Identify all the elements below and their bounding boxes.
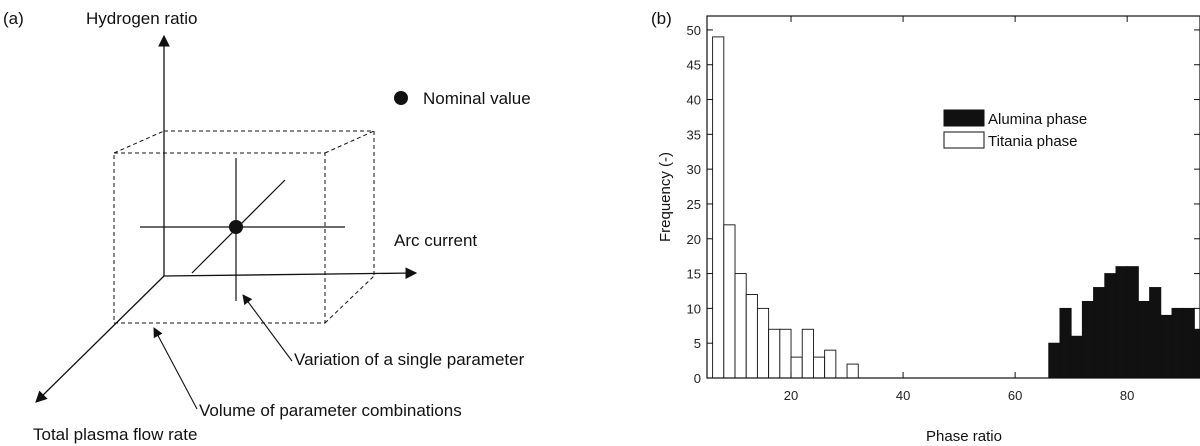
histogram-bar-alumina bbox=[1104, 273, 1117, 379]
histogram-bar-alumina bbox=[1149, 287, 1162, 379]
y-tick-label: 50 bbox=[687, 23, 701, 38]
histogram-bar-titania bbox=[734, 273, 747, 379]
arc-current-axis bbox=[163, 267, 418, 279]
legend-label-titania: Titania phase bbox=[988, 133, 1078, 150]
x-tick-label: 20 bbox=[784, 388, 798, 403]
histogram-bar-titania bbox=[745, 294, 758, 379]
x-axis: 20 40 60 80 bbox=[784, 16, 1134, 403]
histogram-bar-alumina bbox=[1081, 300, 1095, 379]
histogram-bar-alumina bbox=[1070, 335, 1083, 379]
histogram-bar-titania bbox=[779, 328, 792, 379]
panel-a-tag: (a) bbox=[3, 9, 24, 28]
histogram-bar-titania bbox=[756, 307, 770, 379]
histogram-bar-titania bbox=[846, 363, 859, 379]
histogram-bar-titania bbox=[712, 36, 725, 379]
legend-swatch-alumina bbox=[943, 109, 985, 127]
x-axis-label: Phase ratio bbox=[926, 428, 1002, 445]
histogram-bar-titania bbox=[768, 328, 781, 379]
plasma-flow-axis bbox=[35, 275, 165, 403]
y-tick-label: 25 bbox=[687, 197, 701, 212]
histogram-bar-titania bbox=[812, 356, 826, 379]
histogram-bar-alumina bbox=[1059, 307, 1072, 379]
plot-frame bbox=[706, 15, 1200, 379]
y-tick-label: 10 bbox=[687, 301, 701, 316]
histogram-bar-alumina bbox=[1126, 266, 1139, 379]
y-tick-label: 5 bbox=[694, 336, 701, 351]
panel-a-diagram: (a) Hydrogen ratio Arc current Total pla… bbox=[3, 9, 531, 444]
y-tick-label: 40 bbox=[687, 93, 701, 108]
nominal-value-legend-marker bbox=[394, 91, 408, 105]
histogram-bar-alumina bbox=[1115, 266, 1128, 379]
histogram-bars bbox=[712, 36, 1200, 379]
histogram-bar-titania bbox=[824, 349, 837, 379]
x-tick-label: 40 bbox=[896, 388, 910, 403]
variation-annotation-arrow bbox=[242, 294, 293, 362]
y-tick-label: 15 bbox=[687, 267, 701, 282]
histogram-bar-titania bbox=[801, 328, 814, 379]
legend-label-alumina: Alumina phase bbox=[988, 111, 1087, 128]
y-tick-label: 35 bbox=[687, 127, 701, 142]
variation-annotation: Variation of a single parameter bbox=[294, 350, 525, 369]
x-tick-label: 60 bbox=[1008, 388, 1022, 403]
y-tick-label: 30 bbox=[687, 162, 701, 177]
legend-swatch-titania bbox=[943, 131, 985, 149]
histogram-bar-alumina bbox=[1160, 314, 1173, 379]
panel-b-tag: (b) bbox=[651, 9, 672, 28]
y-tick-label: 20 bbox=[687, 232, 701, 247]
histogram-bar-alumina bbox=[1048, 342, 1061, 379]
parameter-volume-box bbox=[113, 130, 375, 324]
legend: Alumina phase Titania phase bbox=[943, 109, 1087, 150]
histogram-bar-alumina bbox=[1137, 300, 1151, 379]
arc-current-label: Arc current bbox=[394, 231, 477, 250]
y-axis-label: Frequency (-) bbox=[657, 152, 674, 242]
total-plasma-flow-rate-label: Total plasma flow rate bbox=[33, 425, 197, 444]
histogram-bar-titania bbox=[723, 224, 736, 379]
histogram-bar-titania bbox=[790, 356, 803, 379]
histogram-bar-alumina bbox=[1193, 328, 1200, 379]
volume-annotation: Volume of parameter combinations bbox=[199, 401, 462, 420]
histogram-bar-alumina bbox=[1093, 287, 1106, 379]
y-tick-label: 45 bbox=[687, 58, 701, 73]
histogram-bar-alumina bbox=[1171, 307, 1184, 379]
histogram-bar-alumina bbox=[1182, 307, 1195, 379]
nominal-value-point bbox=[229, 220, 243, 234]
panel-b-chart: (b) 0 5 10 15 20 25 30 35 40 45 50 20 40 60 80 Phase … bbox=[651, 9, 1200, 445]
y-tick-label: 0 bbox=[694, 371, 701, 386]
nominal-value-label: Nominal value bbox=[423, 89, 531, 108]
volume-annotation-arrow bbox=[153, 327, 198, 410]
y-axis: 0 5 10 15 20 25 30 35 40 45 50 bbox=[687, 23, 1200, 386]
x-tick-label: 80 bbox=[1120, 388, 1134, 403]
hydrogen-ratio-label: Hydrogen ratio bbox=[86, 9, 198, 28]
